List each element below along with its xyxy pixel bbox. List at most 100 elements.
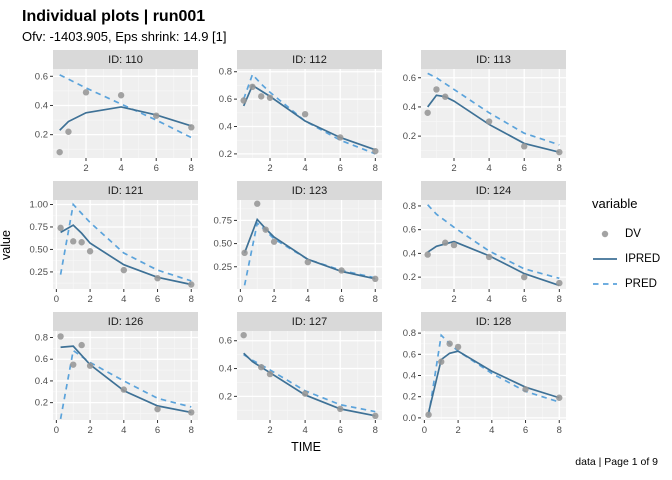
x-tick-label: 6 [523,425,528,436]
y-tick-label: 0.6 [219,94,232,105]
pred-line [59,74,192,139]
y-tick-label: 0.2 [35,130,48,141]
dv-point [266,94,274,101]
legend-item-dv: DV [592,221,660,246]
legend-item-ipred: IPRED [592,246,660,271]
dv-point [450,241,458,249]
dv-point [521,143,528,150]
dv-point-key-icon [592,226,618,242]
dv-point [82,89,90,96]
dv-point [556,279,563,287]
y-tick-label: 0.6 [403,73,416,84]
dv-point [556,148,563,156]
y-tick-label: 0.6 [403,349,416,360]
dv-point [521,273,528,281]
pred-line [243,353,376,413]
x-tick-label: 4 [118,163,123,174]
facet-plot: ID: 127 2 4 6 8 0.2 0.4 0.6 [219,312,382,436]
facet-strip-label: ID: 113 [476,54,511,66]
dv-point [485,118,493,125]
y-tick-label: 1.00 [30,199,49,210]
dv-point [424,251,431,258]
y-tick-label: 0.6 [403,225,416,236]
facet-strip [237,312,382,331]
pred-line [427,204,560,280]
dv-point [254,200,261,207]
x-tick-label: 6 [339,294,344,305]
y-tick-label: 0.2 [403,131,416,142]
dv-point [442,239,449,246]
x-tick-label: 0 [422,425,427,436]
dv-point [78,239,85,246]
y-tick-label: 0.4 [35,100,48,111]
x-tick-label: 8 [557,163,562,174]
y-tick-label: 0.4 [403,102,416,113]
facet-strip-label: ID: 128 [476,316,511,328]
facet-strip-label: ID: 126 [108,316,143,328]
y-tick-label: 0.75 [30,222,49,233]
x-tick-label: 4 [486,294,491,305]
x-tick-label: 6 [522,294,527,305]
x-tick-label: 2 [455,425,460,436]
dv-point [70,238,77,245]
legend-item-pred: PRED [592,271,660,296]
legend-items: DV IPRED PRED [592,221,660,296]
legend-item-label: IPRED [625,252,661,265]
facet-112: ID: 112 2 4 6 8 0.2 0.4 0.6 0.8 [206,50,384,176]
facet-121: ID: 121 0 2 4 6 8 0.25 0.50 0.75 1.00 [22,181,200,307]
facet-strip [53,50,198,69]
dv-point [454,343,462,351]
y-tick-label: 0.2 [219,149,232,160]
dv-point [188,409,195,416]
x-tick-label: 4 [302,425,307,436]
facet-strip-label: ID: 123 [292,185,327,197]
plot-subtitle: Ofv: -1403.905, Eps shrink: 14.9 [1] [22,29,227,44]
pred-line [242,72,376,155]
dv-point [153,112,160,119]
y-tick-label: 0.4 [219,364,232,375]
x-tick-label: 8 [373,425,378,436]
facet-strip-label: ID: 112 [292,54,327,66]
facet-127: ID: 127 2 4 6 8 0.2 0.4 0.6 [206,312,384,438]
y-tick-label: 0.8 [403,201,416,212]
x-tick-label: 8 [189,163,194,174]
y-tick-label: 0.0 [403,413,416,424]
facet-plot: ID: 123 0 2 4 6 8 0.25 0.50 0.75 [214,181,382,305]
y-tick-label: 0.4 [403,248,416,259]
dv-point [442,93,449,100]
dv-point [556,394,563,401]
y-tick-label: 0.25 [30,267,49,278]
x-tick-label: 6 [338,425,343,436]
x-tick-label: 2 [87,294,92,305]
dv-point [86,362,94,369]
x-tick-label: 6 [522,163,527,174]
dv-point [485,253,493,261]
legend: variable DV IPRED PRED [592,196,660,296]
facet-plot: ID: 113 2 4 6 8 0.2 0.4 0.6 [403,50,566,174]
facet-123: ID: 123 0 2 4 6 8 0.25 0.50 0.75 [206,181,384,307]
x-tick-label: 4 [305,294,310,305]
x-tick-label: 4 [486,163,491,174]
x-tick-label: 4 [489,425,494,436]
y-tick-label: 0.2 [219,391,232,402]
facet-strip [237,50,382,69]
facet-strip [421,181,566,200]
solid-line-key-icon [592,251,618,267]
dv-point [301,110,309,118]
y-axis-title: value [0,230,13,260]
x-tick-label: 4 [302,163,307,174]
dv-point [154,275,161,282]
x-tick-label: 8 [557,294,562,305]
pred-line [59,202,192,282]
dv-point [266,370,274,378]
x-tick-label: 2 [451,163,456,174]
y-tick-label: 0.25 [214,262,233,273]
x-tick-label: 0 [54,425,59,436]
facet-plot: ID: 121 0 2 4 6 8 0.25 0.50 0.75 1.00 [30,181,198,305]
x-tick-label: 2 [271,294,276,305]
x-tick-label: 8 [189,425,194,436]
facet-strip [53,181,198,200]
y-tick-label: 0.50 [30,244,49,255]
plot-title: Individual plots | run001 [22,8,206,25]
x-tick-label: 6 [155,294,160,305]
